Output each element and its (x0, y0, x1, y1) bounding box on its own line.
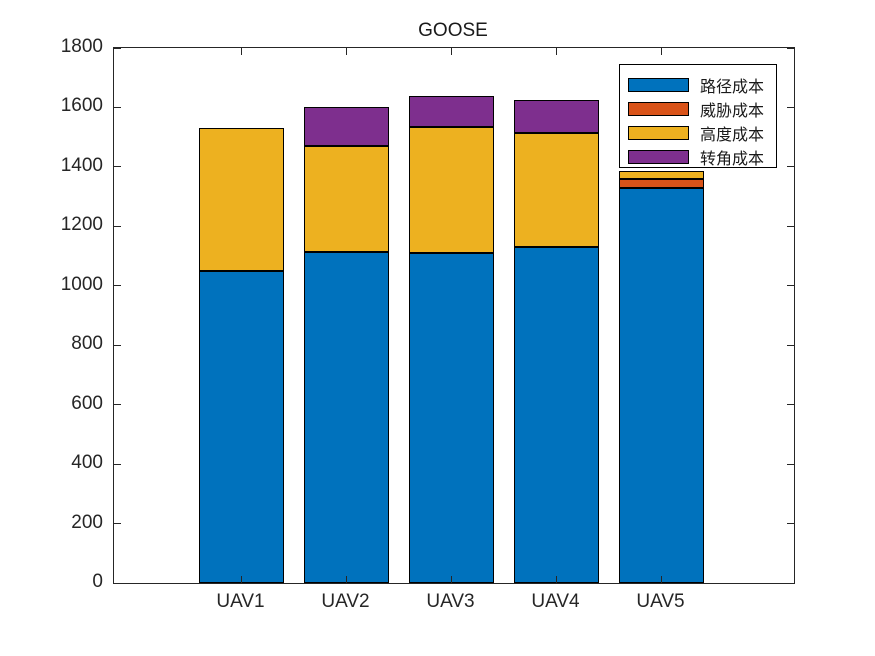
x-tick-label: UAV5 (636, 591, 685, 612)
bar-segment (619, 178, 704, 188)
y-tick-label: 1400 (60, 154, 103, 176)
x-axis-tick (556, 48, 557, 55)
y-axis-tick (787, 106, 794, 108)
y-axis-tick (787, 285, 794, 287)
y-axis-tick (787, 523, 794, 525)
legend-swatch (628, 102, 689, 116)
legend-item: 路径成本 (628, 73, 776, 97)
x-axis-tick (556, 576, 557, 583)
legend-label: 路径成本 (700, 79, 765, 96)
y-axis-tick (114, 225, 121, 227)
stacked-bar-uav3 (409, 95, 494, 583)
y-axis-tick (114, 523, 121, 525)
y-tick-label: 0 (92, 571, 103, 592)
y-axis-tick (787, 344, 794, 346)
x-tick-label: UAV1 (216, 591, 265, 612)
y-axis-tick (787, 225, 794, 227)
stacked-bar-uav5 (619, 171, 704, 583)
bar-segment (304, 251, 389, 583)
bar-segment (514, 247, 599, 583)
bar-segment (199, 270, 284, 583)
bar-segment (304, 107, 389, 147)
y-axis-tick (114, 344, 121, 346)
y-axis-tick (114, 106, 121, 108)
legend-swatch (628, 150, 689, 164)
x-axis-tick (241, 48, 242, 55)
y-tick-label: 200 (71, 511, 103, 533)
legend-label: 高度成本 (700, 127, 765, 144)
y-axis-tick (114, 285, 121, 287)
bar-segment (199, 128, 284, 271)
bar-segment (514, 132, 599, 248)
legend: 路径成本威胁成本高度成本转角成本 (619, 64, 777, 168)
y-tick-label: 400 (71, 452, 103, 474)
y-axis-tick (787, 404, 794, 406)
y-axis-tick (114, 404, 121, 406)
y-tick-label: 800 (71, 333, 103, 355)
stacked-bar-uav2 (304, 107, 389, 583)
x-tick-label: UAV2 (321, 591, 370, 612)
x-axis-tick (346, 48, 347, 55)
legend-item: 高度成本 (628, 121, 776, 145)
y-axis-tick (787, 463, 794, 465)
y-axis-tick (114, 47, 121, 49)
y-tick-label: 1600 (60, 95, 103, 117)
y-tick-label: 1800 (60, 36, 103, 57)
x-tick-label: UAV3 (426, 591, 475, 612)
legend-swatch (628, 78, 689, 92)
x-tick-label: UAV4 (531, 591, 580, 612)
y-axis-tick (114, 463, 121, 465)
legend-item: 威胁成本 (628, 97, 776, 121)
y-axis-tick (114, 166, 121, 168)
x-axis-tick (451, 48, 452, 55)
x-axis-tick (661, 48, 662, 55)
bar-segment (409, 253, 494, 583)
y-axis-tick (787, 582, 794, 584)
y-axis-tick (114, 582, 121, 584)
bar-segment (514, 100, 599, 133)
bar-segment (304, 146, 389, 252)
legend-label: 转角成本 (700, 151, 765, 168)
y-tick-label: 600 (71, 392, 103, 414)
legend-label: 威胁成本 (700, 103, 765, 120)
stacked-bar-uav4 (514, 100, 599, 583)
x-axis-tick (241, 576, 242, 583)
bar-segment (409, 95, 494, 127)
chart-title: GOOSE (418, 20, 488, 41)
stacked-bar-uav1 (199, 128, 284, 583)
x-axis-tick (451, 576, 452, 583)
y-tick-label: 1000 (60, 273, 103, 295)
y-axis-tick (787, 47, 794, 49)
y-axis-tick (787, 166, 794, 168)
bar-segment (619, 187, 704, 583)
x-axis-tick (346, 576, 347, 583)
bar-segment (409, 126, 494, 254)
x-axis-tick (661, 576, 662, 583)
legend-item: 转角成本 (628, 145, 776, 169)
y-tick-label: 1200 (60, 214, 103, 236)
legend-swatch (628, 126, 689, 140)
bar-segment (619, 171, 704, 179)
